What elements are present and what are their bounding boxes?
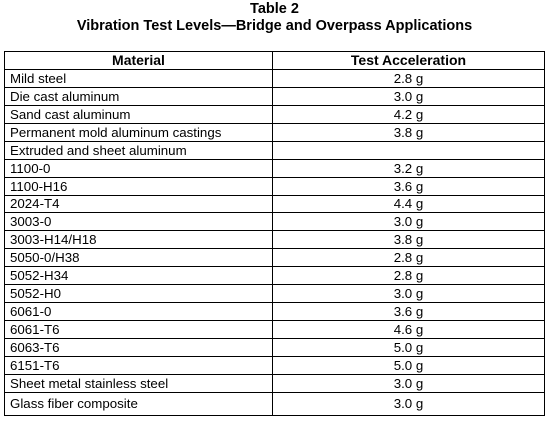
table-row: 6061-0 3.6 g — [4, 302, 545, 322]
table-row: 2024-T4 4.4 g — [4, 194, 545, 214]
table-row: 6063-T6 5.0 g — [4, 338, 545, 357]
material-cell: Sand cast aluminum — [4, 104, 273, 124]
table-row: Sheet metal stainless steel 3.0 g — [4, 373, 545, 393]
acceleration-cell: 3.2 g — [272, 158, 545, 178]
material-cell: 6061-0 — [4, 302, 273, 322]
material-cell: Glass fiber composite — [4, 391, 273, 416]
table-number: Table 2 — [250, 1, 299, 17]
material-cell: 5052-H0 — [4, 284, 273, 304]
acceleration-cell — [272, 140, 545, 160]
table-row: Mild steel 2.8 g — [4, 68, 545, 88]
acceleration-cell: 3.6 g — [272, 302, 545, 322]
material-cell: 3003-0 — [4, 212, 273, 232]
table-row: 1100-0 3.2 g — [4, 158, 545, 178]
material-cell: 6151-T6 — [4, 355, 273, 375]
acceleration-cell: 2.8 g — [272, 68, 545, 88]
acceleration-cell: 3.8 g — [272, 122, 545, 142]
table-title: Vibration Test Levels—Bridge and Overpas… — [76, 18, 473, 34]
acceleration-cell: 5.0 g — [272, 338, 545, 357]
acceleration-cell: 3.0 g — [272, 391, 545, 416]
acceleration-column-header: Test Acceleration — [272, 51, 545, 70]
material-cell: Mild steel — [4, 68, 273, 88]
material-cell: 3003-H14/H18 — [4, 230, 273, 250]
material-cell: 1100-H16 — [4, 176, 273, 196]
acceleration-cell: 2.8 g — [272, 266, 545, 286]
table-row: 6151-T6 5.0 g — [4, 355, 545, 375]
table-row: Permanent mold aluminum castings 3.8 g — [4, 122, 545, 142]
table-row: 1100-H16 3.6 g — [4, 176, 545, 196]
acceleration-cell: 3.0 g — [272, 373, 545, 393]
acceleration-cell: 3.6 g — [272, 176, 545, 196]
material-cell: Extruded and sheet aluminum — [4, 140, 273, 160]
material-cell: 6061-T6 — [4, 320, 273, 339]
acceleration-cell: 3.0 g — [272, 284, 545, 304]
material-cell: Permanent mold aluminum castings — [4, 122, 273, 142]
material-cell: Sheet metal stainless steel — [4, 373, 273, 393]
table-row: Die cast aluminum 3.0 g — [4, 86, 545, 106]
material-cell: 6063-T6 — [4, 338, 273, 357]
table-row: 3003-H14/H18 3.8 g — [4, 230, 545, 250]
table-body: Mild steel 2.8 g Die cast aluminum 3.0 g San… — [4, 68, 545, 416]
acceleration-cell: 5.0 g — [272, 355, 545, 375]
acceleration-cell: 3.0 g — [272, 86, 545, 106]
vibration-levels-table: Material Test Acceleration Mild steel 2.8… — [4, 51, 545, 416]
table-header-row: Material Test Acceleration — [4, 51, 545, 70]
material-cell: 1100-0 — [4, 158, 273, 178]
material-column-header: Material — [4, 51, 273, 70]
table-row: 6061-T6 4.6 g — [4, 320, 545, 339]
table-row: Sand cast aluminum 4.2 g — [4, 104, 545, 124]
acceleration-cell: 4.6 g — [272, 320, 545, 339]
table-row: 3003-0 3.0 g — [4, 212, 545, 232]
material-cell: 5050-0/H38 — [4, 248, 273, 268]
acceleration-cell: 3.8 g — [272, 230, 545, 250]
material-cell: 5052-H34 — [4, 266, 273, 286]
material-cell: 2024-T4 — [4, 194, 273, 214]
acceleration-cell: 4.2 g — [272, 104, 545, 124]
table-row: 5052-H34 2.8 g — [4, 266, 545, 286]
acceleration-cell: 3.0 g — [272, 212, 545, 232]
table-row: Extruded and sheet aluminum — [4, 140, 545, 160]
acceleration-cell: 2.8 g — [272, 248, 545, 268]
table-row: Glass fiber composite 3.0 g — [4, 391, 545, 416]
material-cell: Die cast aluminum — [4, 86, 273, 106]
table-row: 5052-H0 3.0 g — [4, 284, 545, 304]
acceleration-cell: 4.4 g — [272, 194, 545, 214]
table-row: 5050-0/H38 2.8 g — [4, 248, 545, 268]
